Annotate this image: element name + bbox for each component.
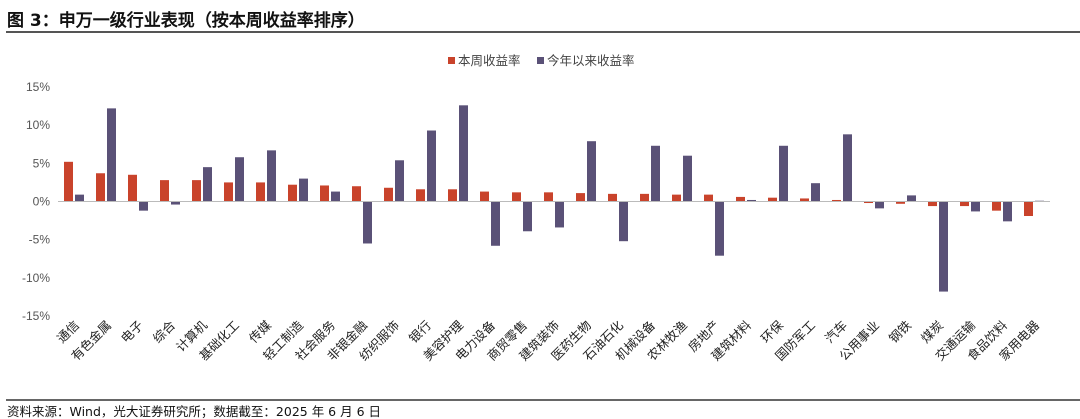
bar-ytd <box>715 201 724 256</box>
bar-ytd <box>299 178 308 202</box>
legend-swatch <box>537 57 544 64</box>
y-tick-label: -10% <box>22 271 50 285</box>
bar-ytd <box>171 201 180 205</box>
bar-weekly <box>448 189 457 202</box>
bar-weekly <box>320 185 329 202</box>
bar-weekly <box>352 186 361 202</box>
bar-ytd <box>395 160 404 202</box>
bar-weekly <box>384 187 393 202</box>
source-note: 资料来源：Wind，光大证券研究所；数据截至：2025 年 6 月 6 日 <box>7 404 382 419</box>
bar-weekly <box>928 201 937 207</box>
bar-weekly <box>864 201 873 204</box>
x-tick-label: 钢铁 <box>886 317 915 346</box>
y-tick-label: 15% <box>26 80 50 94</box>
legend-label: 今年以来收益率 <box>547 53 635 68</box>
bar-ytd <box>491 201 500 246</box>
legend-label: 本周收益率 <box>458 53 521 68</box>
y-tick-label: 10% <box>26 118 50 132</box>
bar-weekly <box>544 192 553 202</box>
x-tick-label: 汽车 <box>822 318 850 346</box>
bar-ytd <box>139 201 148 211</box>
bar-ytd <box>843 134 852 202</box>
bar-ytd <box>459 105 468 202</box>
x-tick-label: 电子 <box>118 318 146 346</box>
x-tick-label: 煤炭 <box>918 318 946 346</box>
bar-ytd <box>363 201 372 244</box>
bar-ytd <box>683 155 692 202</box>
source-divider <box>6 399 1080 401</box>
bar-weekly <box>288 184 297 202</box>
bar-weekly <box>800 198 809 202</box>
bar-ytd <box>555 201 564 228</box>
bar-ytd <box>619 201 628 242</box>
bar-ytd <box>203 167 212 202</box>
bar-ytd <box>427 130 436 202</box>
bar-weekly <box>128 174 137 202</box>
bar-weekly <box>960 201 969 207</box>
bar-weekly <box>416 189 425 202</box>
bar-ytd <box>811 183 820 202</box>
bar-ytd <box>523 201 532 232</box>
bar-ytd <box>235 157 244 202</box>
bar-weekly <box>256 182 265 202</box>
bar-ytd <box>75 194 84 202</box>
y-tick-label: -15% <box>22 309 50 323</box>
bar-ytd <box>1003 201 1012 222</box>
bar-ytd <box>971 201 980 212</box>
bar-weekly <box>480 191 489 202</box>
bar-weekly <box>992 201 1001 211</box>
bar-weekly <box>704 194 713 202</box>
bar-weekly <box>1024 201 1033 217</box>
bar-weekly <box>64 161 73 202</box>
bar-ytd <box>747 199 756 202</box>
bar-weekly <box>736 196 745 202</box>
bar-ytd <box>587 141 596 202</box>
y-tick-label: 5% <box>33 156 51 170</box>
bar-weekly <box>608 193 617 202</box>
bar-weekly <box>96 173 105 202</box>
y-tick-label: 0% <box>33 195 51 209</box>
bar-ytd <box>331 191 340 202</box>
bar-weekly <box>224 182 233 202</box>
bar-weekly <box>640 193 649 202</box>
bar-ytd <box>651 145 660 202</box>
bar-weekly <box>832 199 841 202</box>
bar-ytd <box>939 201 948 292</box>
x-tick-label: 银行 <box>406 318 434 346</box>
bar-ytd <box>907 195 916 202</box>
x-tick-label: 通信 <box>54 318 82 346</box>
y-tick-label: -5% <box>29 233 51 247</box>
bar-ytd <box>107 108 116 202</box>
bar-weekly <box>576 193 585 202</box>
bar-weekly <box>672 194 681 202</box>
figure-title: 图 3：申万一级行业表现（按本周收益率排序） <box>7 11 365 31</box>
bar-ytd <box>875 201 884 209</box>
bar-ytd <box>779 145 788 202</box>
title-divider <box>6 31 1080 33</box>
bar-weekly <box>896 201 905 204</box>
bar-weekly <box>192 180 201 202</box>
bar-ytd <box>267 150 276 202</box>
bar-weekly <box>160 180 169 202</box>
bar-weekly <box>512 192 521 202</box>
bar-weekly <box>768 197 777 202</box>
legend-swatch <box>448 57 455 64</box>
